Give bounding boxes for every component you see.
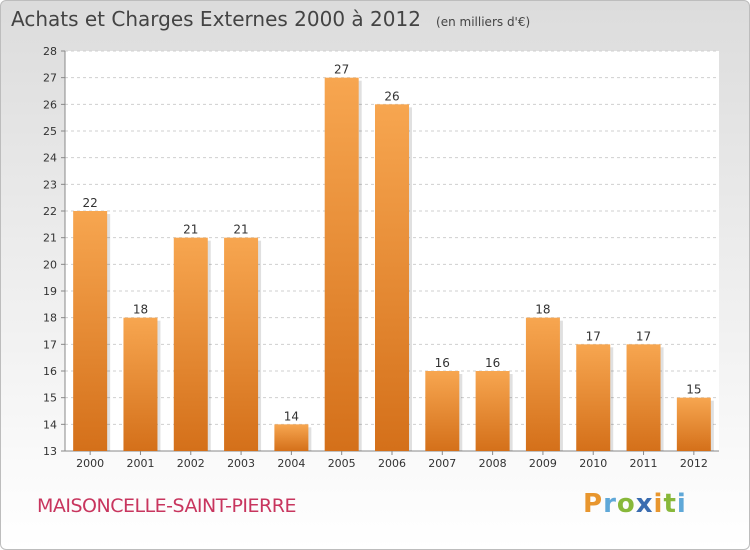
x-tick-label: 2010	[579, 457, 607, 470]
bar	[224, 238, 258, 451]
bar	[526, 318, 560, 451]
bar-value-label: 14	[284, 409, 299, 423]
bar-value-label: 21	[183, 223, 198, 237]
x-tick-label: 2004	[277, 457, 305, 470]
logo-letter: t	[663, 489, 676, 519]
bar-value-label: 16	[435, 356, 450, 370]
bar	[476, 371, 510, 451]
x-tick-label: 2001	[126, 457, 154, 470]
x-tick-label: 2012	[680, 457, 708, 470]
y-tick-label: 28	[43, 45, 57, 58]
bar-value-label: 27	[334, 63, 349, 77]
y-tick-label: 20	[43, 258, 57, 271]
x-tick-label: 2003	[227, 457, 255, 470]
x-tick-label: 2005	[328, 457, 356, 470]
y-tick-label: 13	[43, 445, 57, 458]
bar-value-label: 22	[83, 196, 98, 210]
y-tick-label: 26	[43, 98, 57, 111]
bar-value-label: 15	[686, 383, 701, 397]
bar	[325, 78, 359, 451]
y-tick-label: 18	[43, 312, 57, 325]
y-tick-label: 17	[43, 338, 57, 351]
y-tick-label: 22	[43, 205, 57, 218]
bar	[627, 344, 661, 451]
y-tick-label: 19	[43, 285, 57, 298]
x-tick-label: 2002	[177, 457, 205, 470]
y-tick-label: 24	[43, 152, 57, 165]
logo-letter: i	[677, 489, 687, 519]
y-tick-label: 16	[43, 365, 57, 378]
bar	[274, 424, 308, 451]
bar-value-label: 21	[233, 223, 248, 237]
bar	[73, 211, 107, 451]
x-tick-label: 2008	[479, 457, 507, 470]
logo-letter: i	[654, 489, 664, 519]
y-tick-label: 21	[43, 232, 57, 245]
x-tick-label: 2009	[529, 457, 557, 470]
bar	[174, 238, 208, 451]
bar	[677, 398, 711, 451]
y-tick-label: 14	[43, 418, 57, 431]
bar-value-label: 18	[535, 303, 550, 317]
x-tick-label: 2006	[378, 457, 406, 470]
x-tick-label: 2000	[76, 457, 104, 470]
logo-letter: r	[603, 489, 617, 519]
logo-letter: o	[617, 489, 636, 519]
bar-value-label: 18	[133, 303, 148, 317]
x-tick-label: 2007	[428, 457, 456, 470]
proxiti-logo: Proxiti	[583, 489, 687, 519]
bar-value-label: 17	[636, 329, 651, 343]
bar-value-label: 17	[586, 329, 601, 343]
bar	[375, 104, 409, 451]
logo-letter: P	[583, 489, 603, 519]
y-tick-label: 27	[43, 72, 57, 85]
y-tick-label: 15	[43, 392, 57, 405]
place-name: MAISONCELLE-SAINT-PIERRE	[37, 495, 296, 517]
logo-letter: x	[636, 489, 654, 519]
x-tick-label: 2011	[630, 457, 658, 470]
bar-value-label: 16	[485, 356, 500, 370]
bar	[123, 318, 157, 451]
bar-value-label: 26	[384, 89, 399, 103]
bar	[576, 344, 610, 451]
bar	[425, 371, 459, 451]
y-tick-label: 23	[43, 178, 57, 191]
y-tick-label: 25	[43, 125, 57, 138]
